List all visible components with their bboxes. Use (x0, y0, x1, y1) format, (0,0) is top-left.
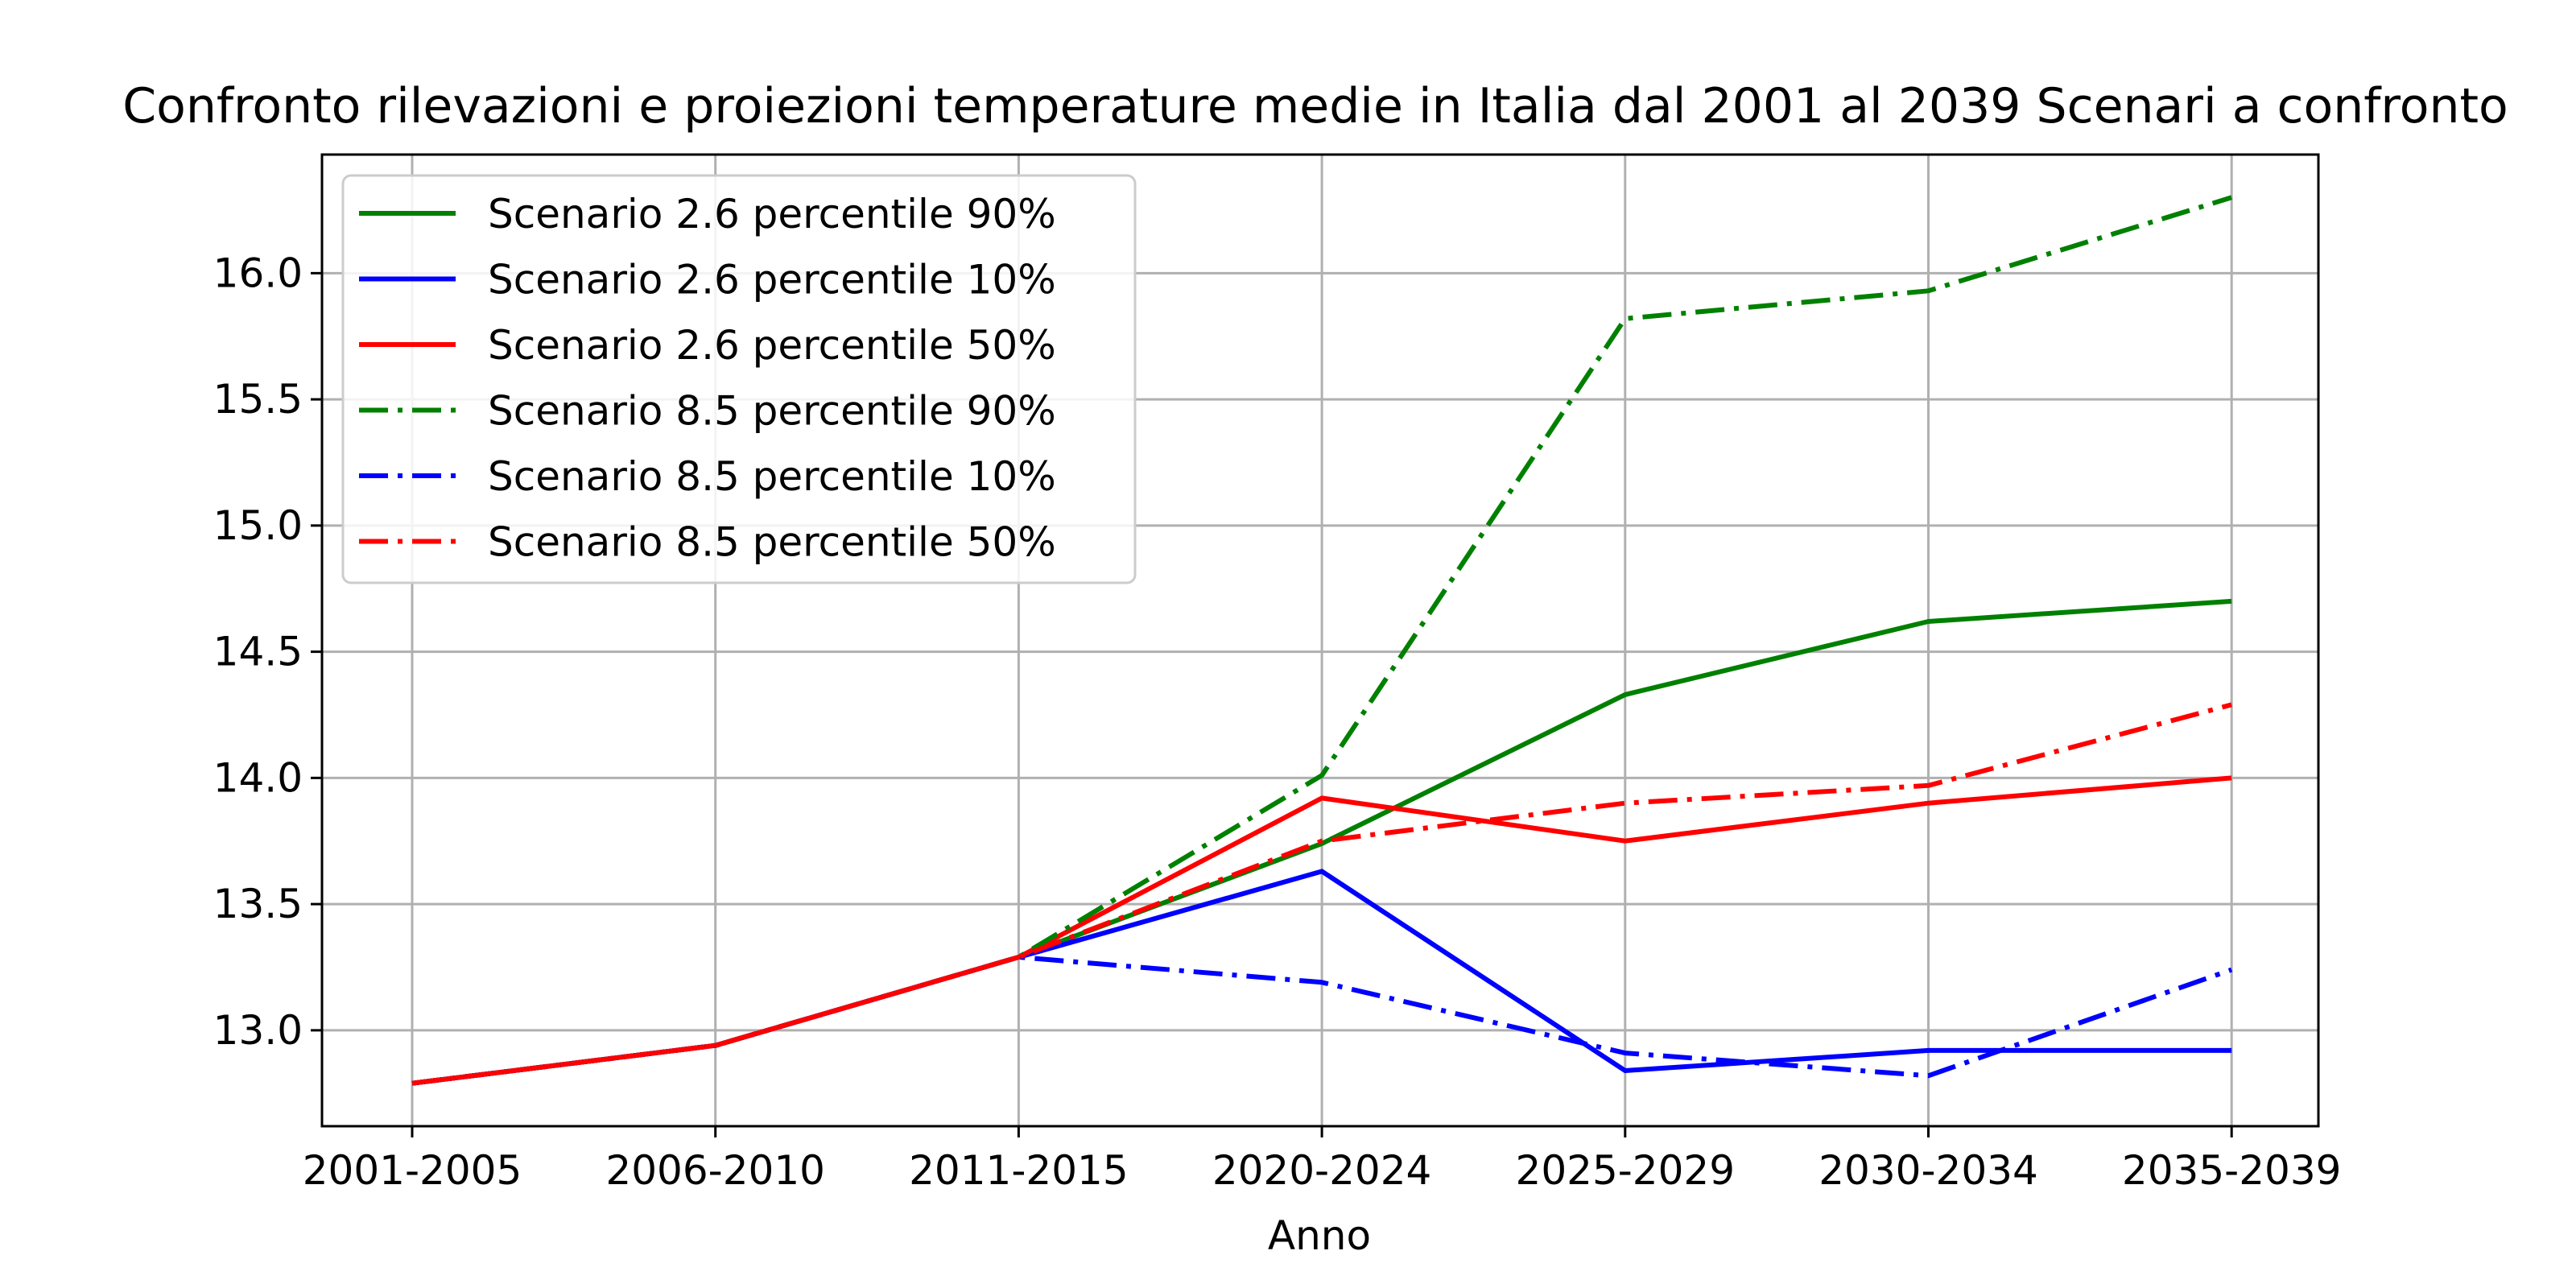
y-tick-label: 15.0 (213, 502, 303, 549)
x-tick-label: 2006-2010 (605, 1147, 825, 1194)
x-tick-label: 2011-2015 (909, 1147, 1129, 1194)
legend: Scenario 2.6 percentile 90% Scenario 2.6 … (341, 174, 1137, 584)
legend-label: Scenario 8.5 percentile 50% (488, 519, 1056, 566)
x-tick-label: 2030-2034 (1818, 1147, 2038, 1194)
legend-label: Scenario 8.5 percentile 90% (488, 388, 1056, 435)
chart-title: Confronto rilevazioni e proiezioni tempe… (122, 78, 2508, 134)
y-tick-label: 14.5 (213, 629, 303, 675)
legend-label: Scenario 2.6 percentile 50% (488, 322, 1056, 369)
series-lines (411, 195, 2233, 1086)
series-line (411, 702, 2232, 1086)
y-tick-label: 14.0 (213, 754, 303, 801)
y-tick-label: 13.5 (213, 881, 303, 927)
y-tick-label: 15.5 (213, 376, 303, 423)
x-tick-label: 2001-2005 (303, 1147, 522, 1194)
legend-label: Scenario 8.5 percentile 10% (488, 453, 1056, 500)
legend-box (341, 174, 1137, 584)
y-tick-label: 13.0 (213, 1007, 303, 1054)
legend-label: Scenario 2.6 percentile 90% (488, 191, 1056, 237)
x-tick-label: 2035-2039 (2122, 1147, 2342, 1194)
axis-ticks: 2001-2005 2006-2010 2011-2015 2020-2024 2025… (213, 250, 2342, 1194)
x-tick-label: 2025-2029 (1516, 1147, 1736, 1194)
plot-area-frame (320, 153, 2320, 1128)
x-axis-label: Anno (1268, 1212, 1371, 1259)
legend-label: Scenario 2.6 percentile 10% (488, 257, 1056, 303)
x-tick-label: 2020-2024 (1212, 1147, 1432, 1194)
y-tick-label: 16.0 (213, 250, 303, 296)
